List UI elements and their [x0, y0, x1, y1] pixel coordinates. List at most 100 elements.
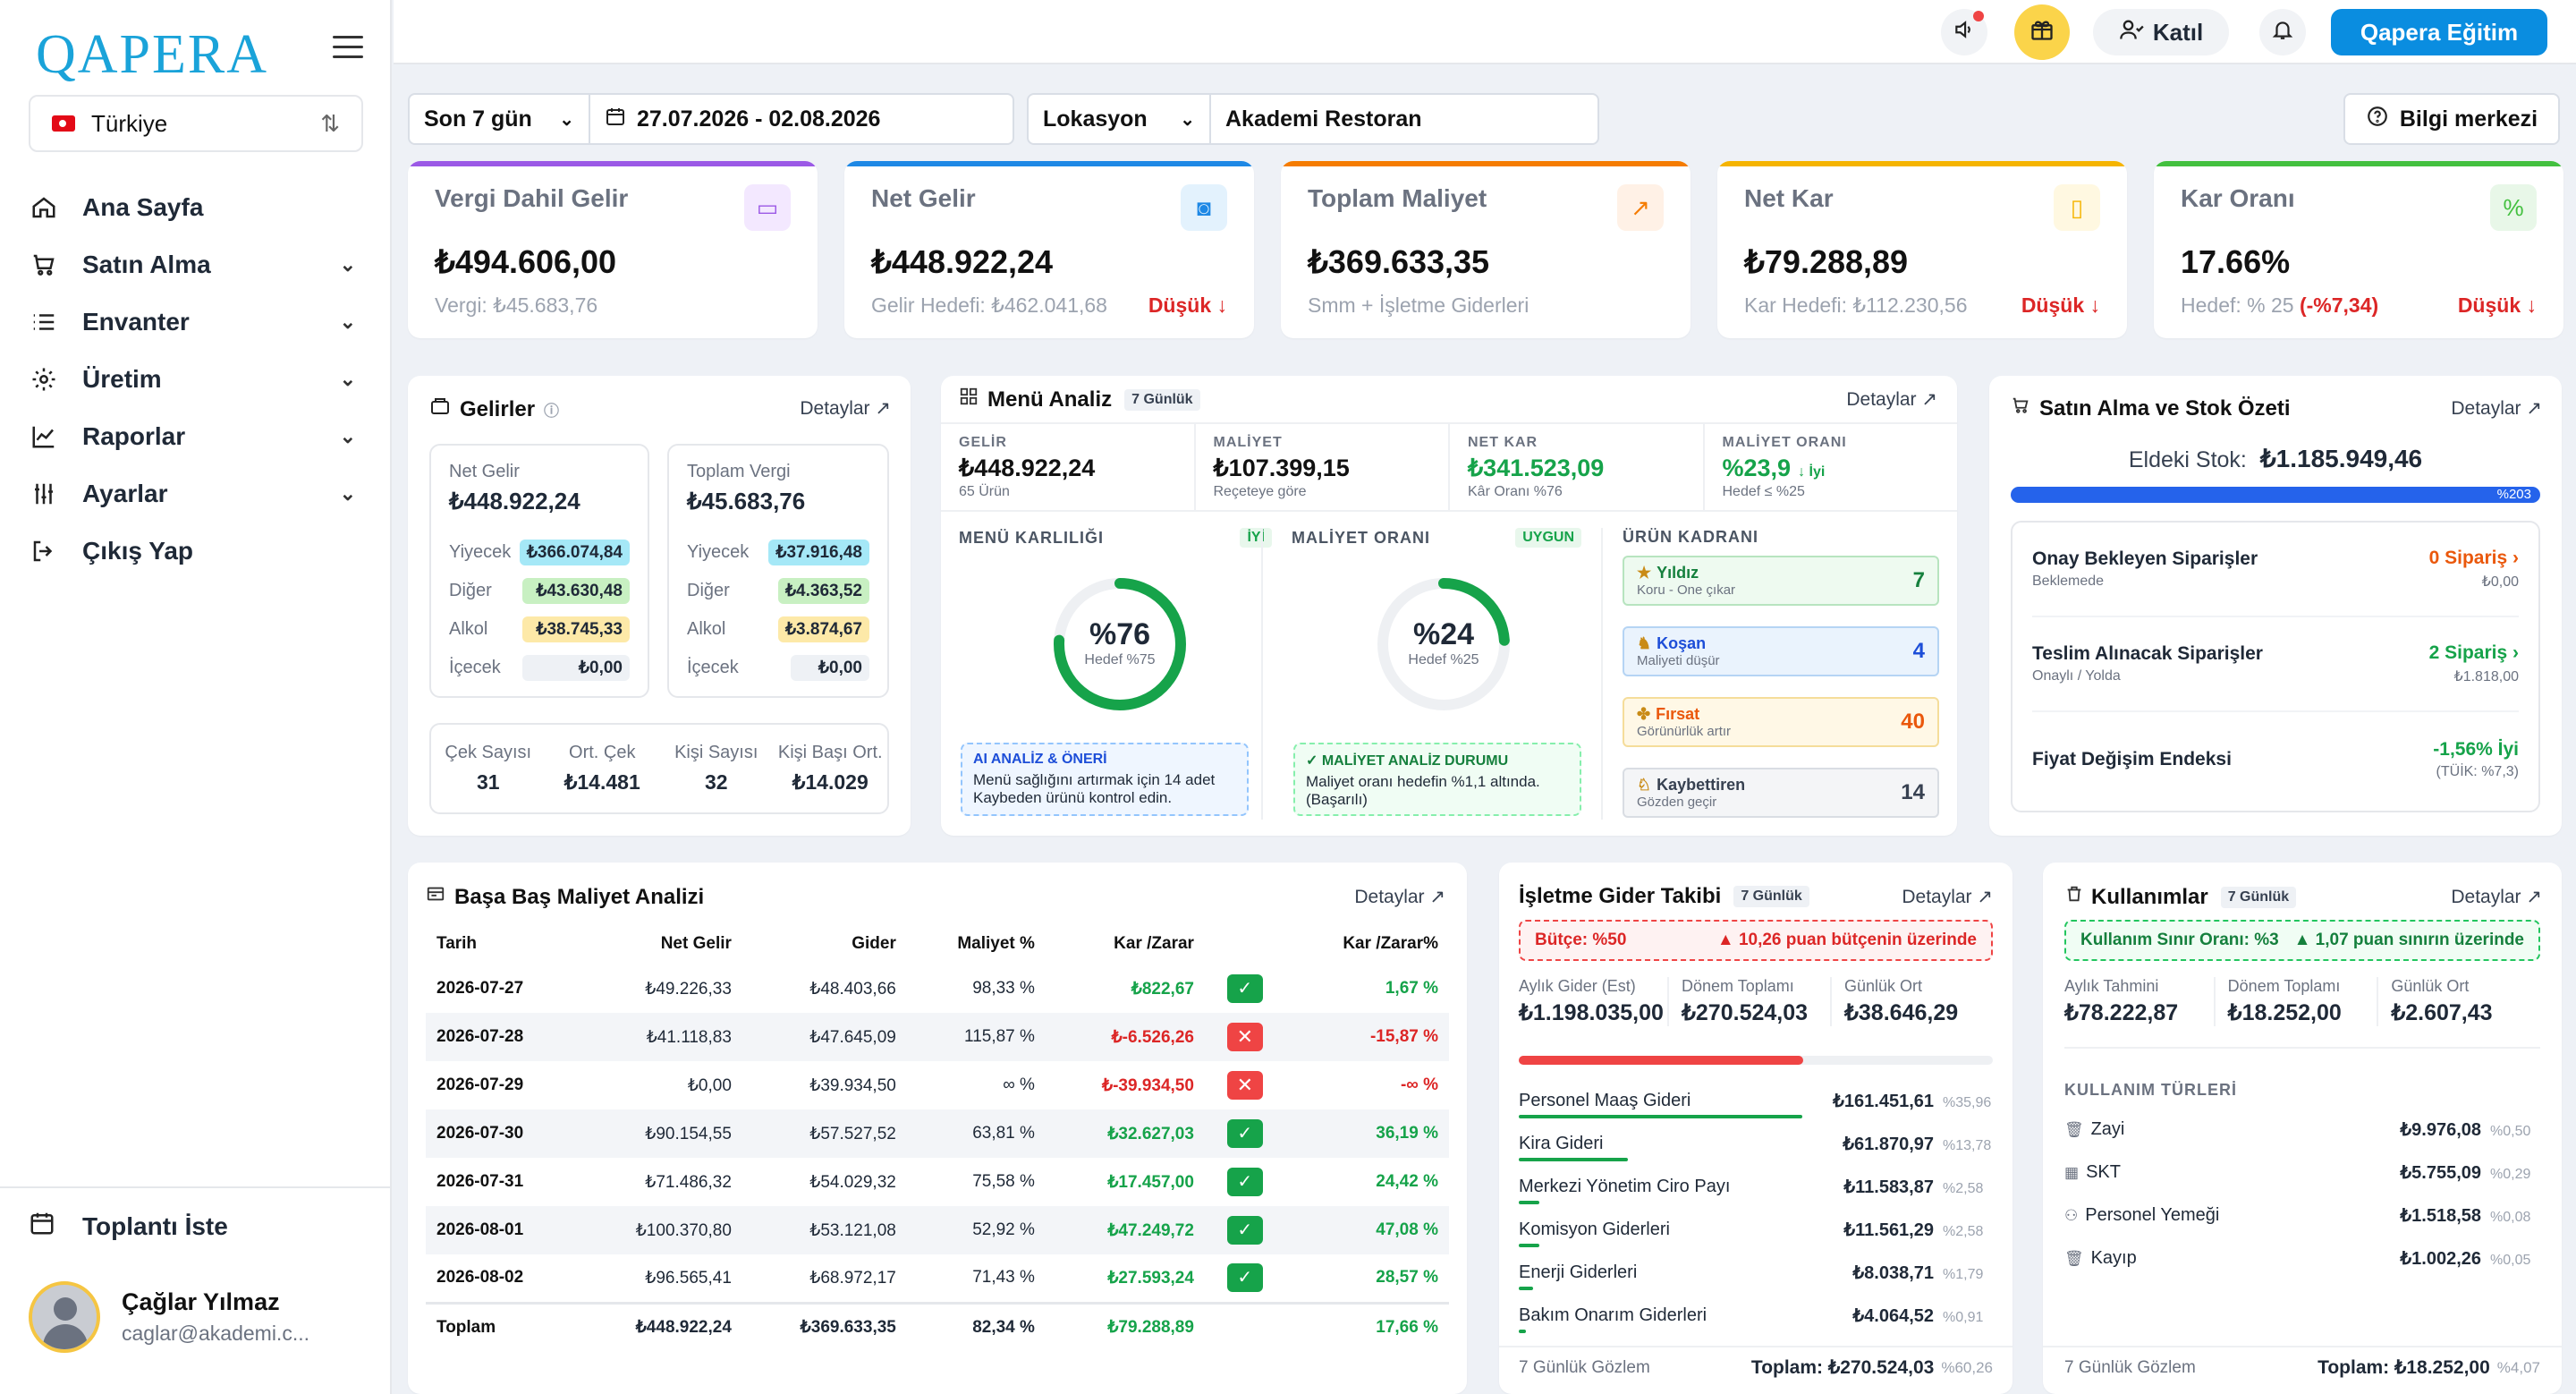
kpi-delta: Düşük ↓ [2457, 293, 2537, 317]
x-icon: ✕ [1226, 1071, 1263, 1100]
announcement-button[interactable] [1941, 9, 1987, 55]
tax-label: Toplam Vergi [687, 462, 791, 481]
meeting-request-button[interactable]: Toplantı İste [29, 1210, 228, 1243]
kpi-accent-bar [1281, 161, 1690, 166]
cost-cell: 98,33 % [972, 979, 1035, 998]
check-icon: ✓ [1226, 1168, 1263, 1196]
income-cell: ₺71.486,32 [645, 1172, 732, 1192]
profit-loss-cell: ₺27.593,24 [1107, 1268, 1194, 1288]
usage-item[interactable]: ⚇ Personel Yemeği ₺1.518,58 %0,08 [2064, 1194, 2540, 1237]
usage-item[interactable]: ▦ SKT ₺5.755,09 %0,29 [2064, 1151, 2540, 1194]
location-select[interactable]: Akademi Restoran [1211, 95, 1597, 143]
wallet-icon: ▭ [744, 184, 791, 231]
order-row-value: 2 Sipariş › [2428, 642, 2519, 663]
kpi-card[interactable]: Vergi Dahil Gelir ▭ ₺494.606,00 Vergi: ₺45.… [408, 161, 818, 338]
summary-stat-label: Dönem Toplamı [2227, 977, 2341, 995]
gift-button[interactable] [2014, 4, 2070, 60]
breakdown-row: Diğer ₺4.363,52 [687, 572, 869, 610]
date-range-picker[interactable]: 27.07.2026 - 02.08.2026 [590, 95, 1013, 143]
education-button[interactable]: Qapera Eğitim [2331, 9, 2547, 55]
expense-pct: %35,96 [1943, 1095, 1992, 1110]
portfolio-item[interactable]: ♞ Koşan Maliyeti düşür 4 [1623, 626, 1939, 676]
breakdown-label: Alkol [687, 619, 726, 639]
sidebar-divider [0, 1186, 390, 1188]
expense-item[interactable]: Bakım Onarım Giderleri ₺4.064,52 %0,91 [1519, 1292, 1993, 1335]
kpi-card[interactable]: Net Kar ▯ ₺79.288,89 Kar Hedefi: ₺112.230,5… [1717, 161, 2127, 338]
menu-stat-sub: Hedef ≤ %25 [1722, 484, 1805, 499]
usage-item[interactable]: 🗑 Kayıp ₺1.002,26 %0,05 [2064, 1237, 2540, 1279]
expense-item[interactable]: Enerji Giderleri ₺8.038,71 %1,79 [1519, 1249, 1993, 1292]
order-summary: Onay Bekleyen Siparişler Beklemede 0 Sipar… [2011, 521, 2540, 812]
user-profile[interactable]: Çağlar Yılmaz caglar@akademi.c... [29, 1281, 309, 1353]
breakeven-details-link[interactable]: Detaylar ↗ [1354, 886, 1445, 908]
profit-loss-pct-cell: -15,87 % [1284, 1013, 1449, 1061]
breakeven-header: Başa Baş Maliyet Analizi [426, 884, 704, 910]
order-row[interactable]: Fiyat Değişim Endeksi -1,56% İyi (TÜİK: %7… [2032, 712, 2519, 807]
menu-analysis-title: Menü Analiz [987, 387, 1113, 412]
check-icon: ✓ [1226, 974, 1263, 1003]
expense-pct: %2,58 [1943, 1181, 1984, 1196]
usage-icon-glyph: ▦ [2064, 1163, 2080, 1181]
expense-name: Bakım Onarım Giderleri [1519, 1305, 1707, 1325]
menu-details-link[interactable]: Detaylar ↗ [1846, 388, 1937, 411]
breakdown-value: ₺366.074,84 [519, 540, 630, 565]
usage-pct: %0,05 [2490, 1252, 2531, 1268]
expense-cell: ₺47.645,09 [741, 1013, 907, 1061]
info-center-button[interactable]: Bilgi merkezi [2343, 93, 2560, 145]
usage-name: SKT [2086, 1161, 2121, 1182]
breakeven-card: Başa Baş Maliyet Analizi Detaylar ↗ Tari… [408, 863, 1467, 1394]
notifications-button[interactable] [2259, 9, 2306, 55]
cart-icon [29, 250, 59, 280]
wallet-icon [429, 395, 451, 423]
sidebar-item-raporlar[interactable]: Raporlar ⌄ [29, 408, 377, 465]
details-label: Detaylar [2451, 398, 2521, 419]
stock-details-link[interactable]: Detaylar ↗ [2451, 397, 2542, 420]
total-cost: 82,34 % [972, 1317, 1035, 1337]
portfolio-item[interactable]: ♘ Kaybettiren Gözden geçir 14 [1623, 768, 1939, 818]
sidebar-item--k-yap[interactable]: Çıkış Yap [29, 523, 377, 580]
profit-loss-pct-cell: 36,19 % [1284, 1109, 1449, 1158]
sidebar-item-ana-sayfa[interactable]: Ana Sayfa [29, 179, 377, 236]
sidebar-item-label: Envanter [82, 308, 190, 336]
expense-item[interactable]: Komisyon Giderleri ₺11.561,29 %2,58 [1519, 1206, 1993, 1249]
sidebar-item-sat-n-alma[interactable]: Satın Alma ⌄ [29, 236, 377, 293]
join-button[interactable]: Katıl [2093, 9, 2229, 55]
usage-item[interactable]: 🗑 Zayi ₺9.976,08 %0,50 [2064, 1108, 2540, 1151]
order-row[interactable]: Onay Bekleyen Siparişler Beklemede 0 Sipar… [2032, 523, 2519, 617]
expense-item[interactable]: Personel Maaş Gideri ₺161.451,61 %35,96 [1519, 1077, 1993, 1120]
portfolio-count: 14 [1901, 780, 1925, 804]
usage-icon-glyph: 🗑 [2064, 1120, 2084, 1138]
sidebar-item-envanter[interactable]: Envanter ⌄ [29, 293, 377, 351]
usage-details-link[interactable]: Detaylar ↗ [2451, 886, 2542, 908]
sidebar-item--retim[interactable]: Üretim ⌄ [29, 351, 377, 408]
kpi-card[interactable]: Net Gelir ◙ ₺448.922,24 Gelir Hedefi: ₺462.… [844, 161, 1254, 338]
expense-item[interactable]: Merkezi Yönetim Ciro Payı ₺11.583,87 %2,58 [1519, 1163, 1993, 1206]
period-select[interactable]: Son 7 gün ⌄ [410, 95, 589, 143]
income-details-link[interactable]: Detaylar ↗ [800, 397, 891, 420]
period-label: Son 7 gün [424, 106, 532, 132]
divider [2043, 1346, 2562, 1347]
chevron-down-icon: ⌄ [339, 425, 356, 447]
turkey-flag-icon [52, 115, 75, 132]
sidebar-item-label: Ana Sayfa [82, 193, 204, 221]
country-selector[interactable]: Türkiye ⇅ [29, 95, 363, 152]
kpi-card[interactable]: Kar Oranı% 17.66% Hedef: % 25 (-%7,34) Düşü… [2154, 161, 2563, 338]
kpi-card[interactable]: Toplam Maliyet ↗ ₺369.633,35 Smm + İşletme … [1281, 161, 1690, 338]
divider [2064, 1047, 2540, 1049]
menu-toggle-icon[interactable] [333, 36, 363, 59]
menu-stat-value: %23,9 [1722, 455, 1792, 481]
cost-status-box: ✓ MALİYET ANALİZ DURUMU Maliyet oranı he… [1293, 743, 1581, 816]
kpi-accent-bar [1717, 161, 2127, 166]
portfolio-item[interactable]: ★ Yıldız Koru - One çıkar 7 [1623, 556, 1939, 606]
location-type-select[interactable]: Lokasyon ⌄ [1029, 95, 1209, 143]
menu-stat-value: ₺341.523,09 [1468, 455, 1605, 481]
breakdown-row: İçecek ₺0,00 [449, 649, 630, 687]
app-logo[interactable]: QAPERA [36, 23, 268, 87]
date-range: 27.07.2026 - 02.08.2026 [637, 106, 881, 132]
order-row[interactable]: Teslim Alınacak Siparişler Onaylı / Yolda… [2032, 617, 2519, 712]
portfolio-item[interactable]: ✤ Fırsat Görünürlük artır 40 [1623, 697, 1939, 747]
check-stat-label: Kişi Sayısı [674, 743, 758, 762]
expense-item[interactable]: Kira Gideri ₺61.870,97 %13,78 [1519, 1120, 1993, 1163]
expense-details-link[interactable]: Detaylar ↗ [1902, 886, 1993, 908]
sidebar-item-ayarlar[interactable]: Ayarlar ⌄ [29, 465, 377, 523]
